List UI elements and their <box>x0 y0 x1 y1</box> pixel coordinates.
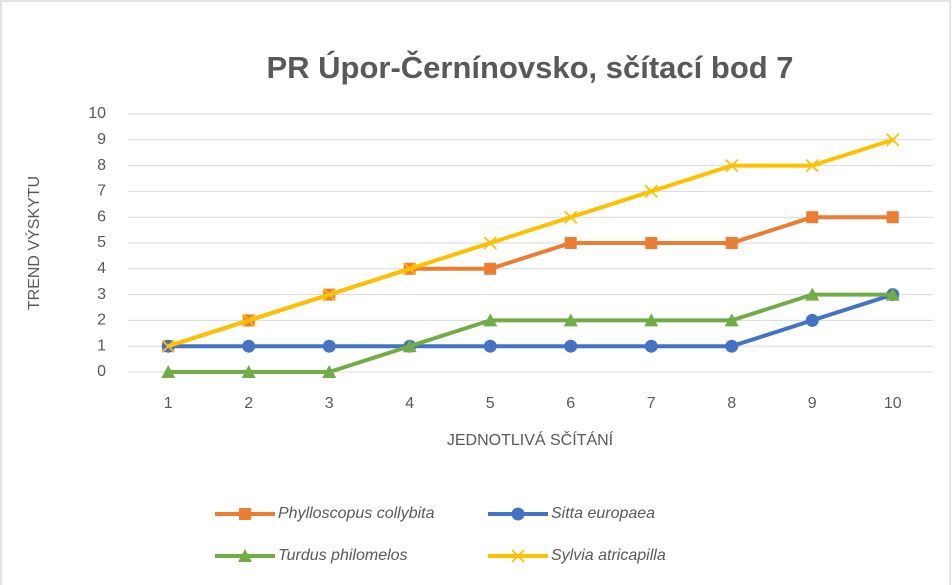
marker <box>725 237 738 249</box>
marker <box>725 158 739 173</box>
marker <box>644 184 658 199</box>
marker <box>725 339 739 353</box>
y-tick-label: 6 <box>97 208 106 225</box>
marker <box>885 287 900 301</box>
y-tick-label: 7 <box>97 183 106 200</box>
marker <box>483 313 498 327</box>
legend-label: Phylloscopus collybita <box>278 505 435 522</box>
y-tick-label: 8 <box>97 157 106 174</box>
y-tick-label: 3 <box>97 286 106 303</box>
y-tick-label: 5 <box>97 234 106 251</box>
x-tick-label: 10 <box>884 395 902 412</box>
x-tick-label: 9 <box>808 395 817 412</box>
marker <box>805 158 819 173</box>
marker <box>806 211 819 224</box>
y-tick-label: 4 <box>97 260 106 277</box>
series-line <box>167 137 894 349</box>
marker <box>886 211 899 224</box>
marker <box>403 262 417 276</box>
marker <box>161 339 175 353</box>
marker <box>805 313 819 327</box>
legend-label: Sitta europaea <box>551 505 655 522</box>
marker <box>645 237 658 249</box>
x-tick-label: 7 <box>647 395 656 412</box>
y-axis-label: TREND VÝSKYTU <box>24 176 43 310</box>
legend-label: Sylvia atricapilla <box>551 547 666 564</box>
marker <box>242 313 256 328</box>
legend-marker <box>511 507 525 521</box>
legend-marker <box>238 549 252 562</box>
marker <box>322 365 337 378</box>
marker <box>644 313 659 327</box>
y-tick-label: 1 <box>97 337 106 354</box>
marker <box>483 339 497 353</box>
y-tick-label: 10 <box>88 105 106 122</box>
x-tick-label: 2 <box>244 395 253 412</box>
x-tick-label: 6 <box>566 395 575 412</box>
x-tick-label: 8 <box>727 395 736 412</box>
marker <box>483 236 497 250</box>
marker <box>241 365 256 378</box>
marker <box>322 287 336 302</box>
marker <box>242 339 256 353</box>
marker <box>564 210 578 224</box>
marker <box>564 339 578 353</box>
y-tick-label: 9 <box>97 131 106 148</box>
x-tick-label: 1 <box>164 395 173 412</box>
marker <box>322 339 336 353</box>
marker <box>484 262 497 275</box>
x-axis-label: JEDNOTLIVÁ SČÍTÁNÍ <box>447 430 614 449</box>
x-tick-label: 5 <box>486 395 495 412</box>
x-tick-label: 3 <box>325 395 334 412</box>
x-tick-label: 4 <box>405 395 414 412</box>
series-line <box>168 292 894 349</box>
marker <box>644 339 658 353</box>
y-tick-label: 0 <box>97 363 106 380</box>
marker <box>805 287 820 301</box>
series-line <box>168 292 893 374</box>
y-tick-label: 2 <box>97 312 106 329</box>
marker <box>402 339 417 353</box>
marker <box>563 313 578 327</box>
marker <box>724 313 739 327</box>
marker <box>886 133 900 147</box>
legend-label: Turdus philomelos <box>278 547 408 564</box>
marker <box>564 237 577 249</box>
legend-marker <box>239 508 251 520</box>
legend-marker <box>511 549 525 563</box>
chart-title: PR Úpor-Černínovsko, sčítací bod 7 <box>266 49 793 85</box>
marker <box>161 365 176 378</box>
